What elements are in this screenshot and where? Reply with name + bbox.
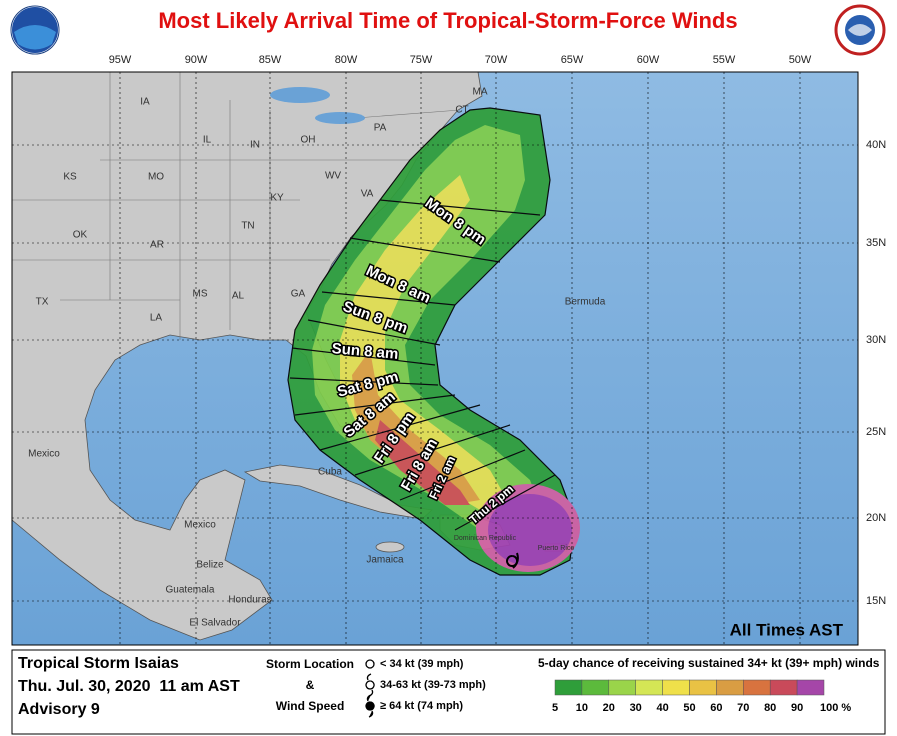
latitude-label: 35N [866,237,886,249]
state-borders [12,72,461,340]
scale-label: 80 [764,702,776,714]
scale-label: 30 [630,702,642,714]
place-label: MS [193,289,208,300]
noaa-logo [10,5,60,55]
place-label: IA [140,97,150,108]
place-label: KY [270,193,284,204]
place-label: MA [473,87,488,98]
scale-label: 10 [576,702,588,714]
map [12,72,858,645]
scale-label: 70 [737,702,749,714]
scale-box [716,679,744,696]
place-label: PA [374,123,387,134]
longitude-label: 60W [637,54,660,66]
scale-box [608,679,636,696]
storm-symbol [506,552,519,569]
nws-logo [834,4,886,56]
advisory-number: Advisory 9 [18,701,100,718]
longitude-label: 90W [185,54,208,66]
scale-label: 60 [710,702,722,714]
scale-box [554,679,583,696]
wind-probability-swath [287,107,580,576]
longitude-label: 75W [410,54,433,66]
key-symbol [365,659,375,669]
place-label: TN [241,221,254,232]
latitude-label: 25N [866,426,886,438]
place-label: CT [455,105,468,116]
key-item: 34-63 kt (39-73 mph) [380,679,486,691]
longitude-label: 50W [789,54,812,66]
place-label: Jamaica [366,555,404,566]
place-label: MO [148,172,164,183]
scale-label: 50 [683,702,695,714]
longitude-label: 65W [561,54,584,66]
place-label: Mexico [28,449,60,460]
legend: Storm Location & Wind Speed < 34 kt (39 mph… [266,657,851,714]
place-label: Cuba [318,467,342,478]
graticule [12,72,858,645]
lake [315,112,365,124]
lake [270,87,330,103]
map-frame [11,71,859,646]
place-label: Guatemala [166,585,215,596]
latitude-label: 20N [866,512,886,524]
longitude-label: 95W [109,54,132,66]
scale-label: 20 [603,702,615,714]
title: Most Likely Arrival Time of Tropical-Sto… [158,8,737,33]
key-title: Storm Location [266,657,354,671]
scale-box [662,679,690,696]
latitude-label: 15N [866,595,886,607]
place-label: LA [150,313,163,324]
place-label: IL [203,135,212,146]
place-label: TX [36,297,49,308]
scale-label: 90 [791,702,803,714]
place-label: Dominican Republic [454,535,517,542]
jamaica [375,541,405,553]
place-label: IN [250,140,260,151]
scale-box [581,679,610,696]
place-label: WV [325,171,341,182]
longitude-label: 55W [713,54,736,66]
place-label: OK [73,230,88,241]
scale-title: 5-day chance of receiving sustained 34+ … [538,656,880,670]
place-label: Bermuda [565,297,606,308]
footer [11,649,886,735]
place-label: OH [301,135,316,146]
latitude-label: 30N [866,334,886,346]
key-title: Wind Speed [276,699,345,713]
place-label: AL [232,291,245,302]
longitude-label: 85W [259,54,282,66]
scale-box [796,679,825,696]
place-label: AR [150,240,164,251]
scale-box [689,679,717,696]
place-label: KS [63,172,77,183]
key-symbol [365,694,375,718]
key-item: ≥ 64 kt (74 mph) [380,700,463,712]
scale-label: 5 [552,702,558,714]
key-title: & [306,678,315,692]
scale-label: 100 % [820,702,851,714]
place-label: Honduras [228,595,271,606]
scale-box [769,679,798,696]
scale-box [635,679,663,696]
time-note: All Times AST [730,620,844,639]
place-label: Mexico [184,520,216,531]
key-item: < 34 kt (39 mph) [380,658,464,670]
storm-name: Tropical Storm Isaias [18,655,179,672]
longitude-label: 70W [485,54,508,66]
advisory-date: Thu. Jul. 30, 2020 11 am AST [18,678,240,695]
place-label: VA [361,189,374,200]
scale-box [743,679,771,696]
longitude-label: 80W [335,54,358,66]
place-label: Belize [196,560,224,571]
place-label: Puerto Rico [538,545,575,552]
place-label: GA [291,289,306,300]
scale-label: 40 [656,702,668,714]
latitude-label: 40N [866,139,886,151]
place-label: El Salvador [189,618,241,629]
